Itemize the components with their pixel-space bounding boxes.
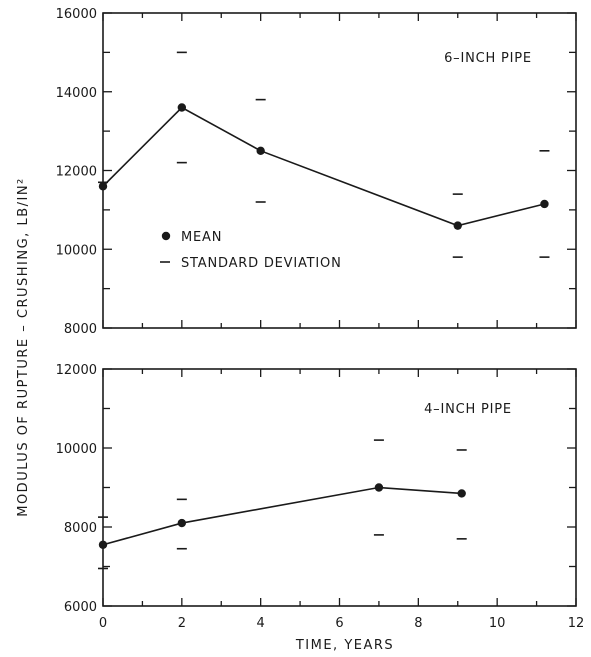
top-y-tick-label: 10000	[56, 243, 97, 258]
y-axis-title: MODULUS OF RUPTURE – CRUSHING, LB/IN²	[16, 177, 31, 517]
top-panel-title: 6–INCH PIPE	[444, 51, 532, 66]
bottom-panel: 6000 8000 10000 12000 0 2 4 6 8 10 12 4–INCH PIPE	[56, 363, 585, 631]
legend: MEAN STANDARD DEVIATION	[160, 230, 342, 271]
top-y-tick-label: 12000	[56, 165, 97, 180]
top-panel: 8000 10000 12000 14000 16000 6–INCH PIPE	[56, 7, 577, 337]
top-mean-point	[256, 146, 265, 156]
bottom-x-tick-label: 6	[335, 616, 343, 631]
top-mean-point	[177, 103, 187, 112]
bottom-x-tick-label: 12	[568, 616, 585, 631]
bottom-mean-point	[457, 489, 466, 498]
bottom-mean-point	[374, 483, 384, 492]
bottom-y-tick-label: 6000	[64, 600, 97, 615]
bottom-x-tick-label: 8	[414, 616, 422, 631]
top-y-tick-label: 14000	[56, 86, 97, 101]
legend-sd-label: STANDARD DEVIATION	[181, 256, 342, 271]
legend-mean-label: MEAN	[181, 230, 222, 245]
top-y-tick-label: 8000	[64, 322, 97, 337]
top-mean-point	[540, 199, 549, 209]
bottom-y-tick-label: 8000	[64, 521, 97, 536]
bottom-x-tick-label: 2	[178, 616, 186, 631]
bottom-x-tick-label: 10	[489, 616, 506, 631]
bottom-x-tick-label: 4	[257, 616, 265, 631]
bottom-mean-point	[177, 518, 187, 528]
bottom-x-tick-label: 0	[99, 616, 107, 631]
bottom-mean-point	[98, 540, 108, 549]
legend-mean-marker	[161, 231, 171, 241]
top-y-tick-label: 16000	[56, 7, 97, 22]
bottom-y-tick-label: 10000	[56, 442, 97, 457]
top-mean-point	[98, 182, 108, 191]
bottom-panel-title: 4–INCH PIPE	[424, 402, 512, 417]
top-mean-line	[102, 106, 545, 227]
top-mean-point	[453, 221, 462, 230]
bottom-mean-line	[102, 486, 462, 546]
bottom-y-tick-label: 12000	[56, 363, 97, 378]
x-axis-title: TIME, YEARS	[295, 638, 394, 653]
